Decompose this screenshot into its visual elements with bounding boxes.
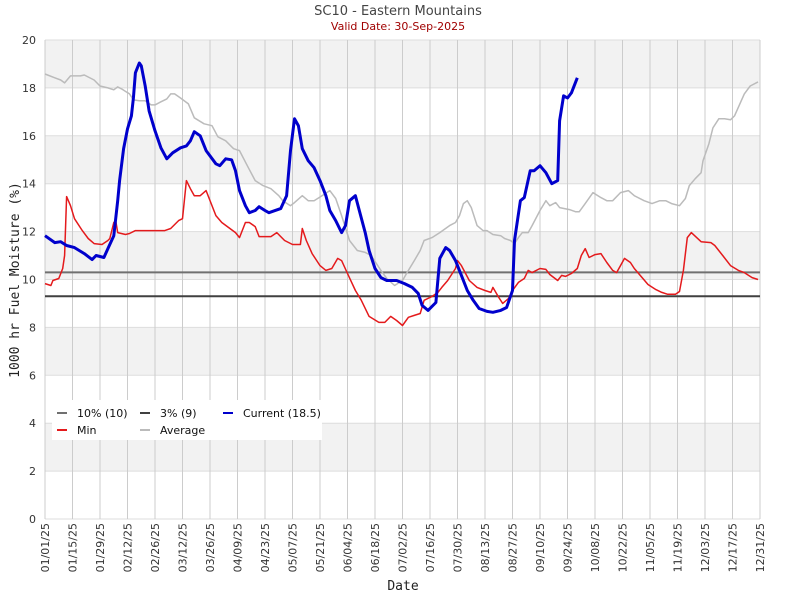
legend-label: 3% (9): [160, 407, 197, 420]
x-tick-label: 01/15/25: [67, 523, 80, 572]
y-tick-label: 10: [22, 274, 36, 287]
legend-label: Min: [77, 424, 97, 437]
series-line-average: [44, 73, 759, 287]
x-tick-label: 01/29/25: [94, 523, 107, 572]
chart-title: SC10 - Eastern Mountains: [314, 4, 482, 19]
x-tick-label: 12/03/25: [699, 523, 712, 572]
x-tick-label: 07/30/25: [452, 523, 465, 572]
x-tick-label: 09/10/25: [534, 523, 547, 572]
legend-label: Average: [160, 424, 205, 437]
reference-lines: [45, 271, 760, 298]
y-tick-label: 12: [22, 226, 36, 239]
legend-box: [52, 400, 322, 440]
x-tick-label: 12/31/25: [754, 523, 767, 572]
x-axis-ticks: 01/01/25 01/15/25 01/29/25 02/12/25 02/26/25…: [39, 523, 767, 572]
x-tick-label: 04/23/25: [259, 523, 272, 572]
x-tick-label: 10/22/25: [617, 523, 630, 572]
x-axis-label: Date: [387, 579, 418, 594]
y-tick-label: 8: [29, 321, 36, 334]
y-tick-label: 4: [29, 417, 36, 430]
x-tick-label: 11/19/25: [672, 523, 685, 572]
y-tick-label: 14: [22, 178, 36, 191]
x-tick-label: 04/09/25: [232, 523, 245, 572]
legend-label: 10% (10): [77, 407, 128, 420]
x-tick-label: 06/04/25: [342, 523, 355, 572]
y-tick-label: 0: [29, 513, 36, 526]
x-tick-label: 03/26/25: [204, 523, 217, 572]
x-tick-label: 08/27/25: [507, 523, 520, 572]
y-tick-label: 6: [29, 369, 36, 382]
x-tick-label: 12/17/25: [727, 523, 740, 572]
legend-label: Current (18.5): [243, 407, 321, 420]
y-tick-label: 16: [22, 130, 36, 143]
x-tick-label: 09/24/25: [562, 523, 575, 572]
y-tick-label: 18: [22, 82, 36, 95]
x-tick-label: 07/02/25: [397, 523, 410, 572]
series-line-current-18-5: [44, 61, 579, 314]
x-tick-label: 02/12/25: [122, 523, 135, 572]
series-lines: [44, 61, 759, 327]
x-tick-label: 03/12/25: [177, 523, 190, 572]
y-axis-ticks: 0 2 4 6 8 10 12 14 16 18 20: [22, 34, 36, 526]
x-tick-label: 01/01/25: [39, 523, 52, 572]
x-tick-label: 05/21/25: [314, 523, 327, 572]
x-tick-label: 11/05/25: [644, 523, 657, 572]
x-tick-label: 05/07/25: [287, 523, 300, 572]
legend: 10% (10) 3% (9) Current (18.5) Min Average: [52, 400, 322, 440]
y-tick-label: 20: [22, 34, 36, 47]
x-tick-label: 02/26/25: [149, 523, 162, 572]
x-tick-label: 06/18/25: [369, 523, 382, 572]
y-axis-label: 1000 hr Fuel Moisture (%): [8, 182, 23, 378]
x-tick-label: 10/08/25: [589, 523, 602, 572]
series-line-min: [44, 179, 759, 327]
x-tick-label: 08/13/25: [479, 523, 492, 572]
y-tick-label: 2: [29, 465, 36, 478]
chart-subtitle: Valid Date: 30-Sep-2025: [331, 20, 465, 33]
x-tick-label: 07/16/25: [424, 523, 437, 572]
